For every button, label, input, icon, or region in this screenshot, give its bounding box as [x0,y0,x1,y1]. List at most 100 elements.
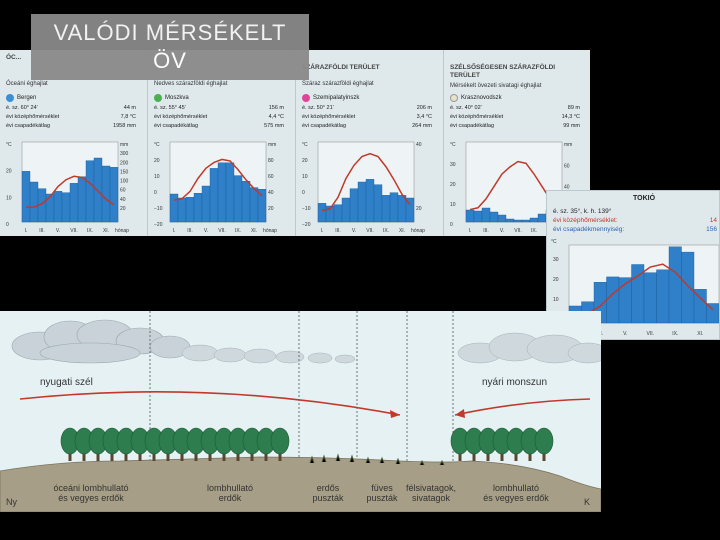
cloud-icon [181,344,356,364]
y-tick-label: 30 [553,257,559,263]
tree-trunk [138,451,142,461]
zone-label: erdős puszták [312,483,344,503]
precip-bar [497,214,507,223]
precip-bar [101,165,111,223]
tree-trunk [82,451,86,461]
precip-bar [357,181,367,223]
zone-label: óceáni lombhullató és vegyes erdők [53,483,129,503]
y-tick-label: 60 [268,174,274,180]
x-tick-label: hónap [263,228,277,234]
station-dot-icon [302,94,310,102]
y-tick-label: °C [302,142,308,148]
y-tick-label: 10 [6,195,12,201]
tree-trunk [152,451,156,461]
tree-trunk [514,451,518,461]
x-tick-label: IX. [531,228,537,234]
tree-trunk [486,451,490,461]
tree-trunk [542,451,546,461]
tree-trunk [500,451,504,461]
y-tick-label: 300 [120,151,129,157]
zone-label: füves puszták [366,483,398,503]
cloud-icon [457,332,601,364]
tree-trunk [528,451,532,461]
tree-trunk [96,451,100,461]
precip-bar [381,195,391,223]
climate-chart-szemipalatyinszk: I. III. V. VII. IX. XI. hónap °C 20 10 0 −10 −20 40 20 [302,141,425,234]
westerly-wind-arrow [19,391,401,416]
precip-bar [249,187,259,223]
precip-bar [373,184,383,223]
card-subtitle: Mérsékelt övezeti sivatagi éghajlat [450,83,542,89]
temperature-line [469,160,559,211]
x-tick-label: hónap [411,228,425,234]
precip-bar [233,175,243,223]
x-tick-label: III. [187,228,193,234]
x-tick-label: IX. [383,228,389,234]
x-tick-label: hónap [115,228,129,234]
x-tick-label: XI. [251,228,257,234]
y-tick-label: 0 [154,190,157,196]
y-tick-label: 10 [553,297,559,303]
tokio-precip-label: évi csapadékmennyiség: [553,226,625,233]
station-name: Bergen [6,94,36,102]
station-stats: é. sz. 50° 21' 206 m évi középhőmérséklet… [302,105,432,129]
y-tick-label: 20 [553,277,559,283]
station-dot-icon [154,94,162,102]
y-tick-label: 20 [154,158,160,164]
climate-card-tokio: TOKIÓ é. sz. 35°, k. h. 139° évi középhő… [546,190,720,340]
station-dot-icon [6,94,14,102]
y-tick-label: °C [154,142,160,148]
precip-bar [257,189,267,223]
y-tick-label: 20 [450,182,456,188]
precip-bar [481,207,491,223]
climate-card-bergen: ÓC... Óceáni éghajlat Bergen é. sz. 60° … [0,50,148,236]
tokio-temp-value: 14 [709,217,717,224]
x-tick-label: VII. [514,228,522,234]
slide-title-box: VALÓDI MÉRSÉKELT ÖV [31,14,309,80]
tree-trunk [208,451,212,461]
x-tick-label: III. [335,228,341,234]
y-tick-label: 0 [302,190,305,196]
precip-bar [681,251,695,324]
card-subtitle: Száraz szárazföldi éghajlat [302,81,374,87]
precip-bar [465,209,475,223]
tree-trunk [472,451,476,461]
tokio-name: TOKIÓ [633,195,656,202]
cloud-icon [11,319,191,364]
precip-bar [521,219,531,223]
precip-bar [21,171,31,223]
y-tick-label: 40 [268,190,274,196]
precip-bar [93,157,103,223]
precip-bar [643,272,657,324]
tree-trunk [124,451,128,461]
precip-bar [77,176,87,223]
zone-label: lombhullató és vegyes erdők [483,483,549,503]
y-tick-label: 20 [6,169,12,175]
y-tick-label: 200 [120,160,129,166]
precip-bar [193,193,203,223]
y-tick-label: 20 [302,158,308,164]
x-tick-label: III. [39,228,45,234]
precip-bar [61,192,71,223]
tree-trunk [278,451,282,461]
x-tick-label: V. [623,331,627,337]
tokio-values: 14 156 [706,216,717,234]
x-tick-label: XI. [399,228,405,234]
precip-bar [513,219,523,223]
temperature-line [173,158,263,201]
x-tick-label: IX. [672,331,678,337]
x-tick-label: IX. [87,228,93,234]
x-tick-label: V. [56,228,60,234]
tokio-precip-value: 156 [706,226,717,233]
climate-card-moszkva: Nedves szárazföldi éghajlat Moszkva é. s… [148,50,296,236]
precip-bar [365,179,375,223]
slide-title: VALÓDI MÉRSÉKELT ÖV [53,20,287,73]
y-tick-label: 20 [416,206,422,212]
tree-trunk [458,451,462,461]
tree-icon [270,427,290,455]
y-tick-label: 60 [564,163,570,169]
station-name: Krasznovodszk [450,94,502,102]
y-tick-label: 40 [120,197,126,203]
precip-bar [656,269,670,324]
precip-bar [209,168,219,223]
